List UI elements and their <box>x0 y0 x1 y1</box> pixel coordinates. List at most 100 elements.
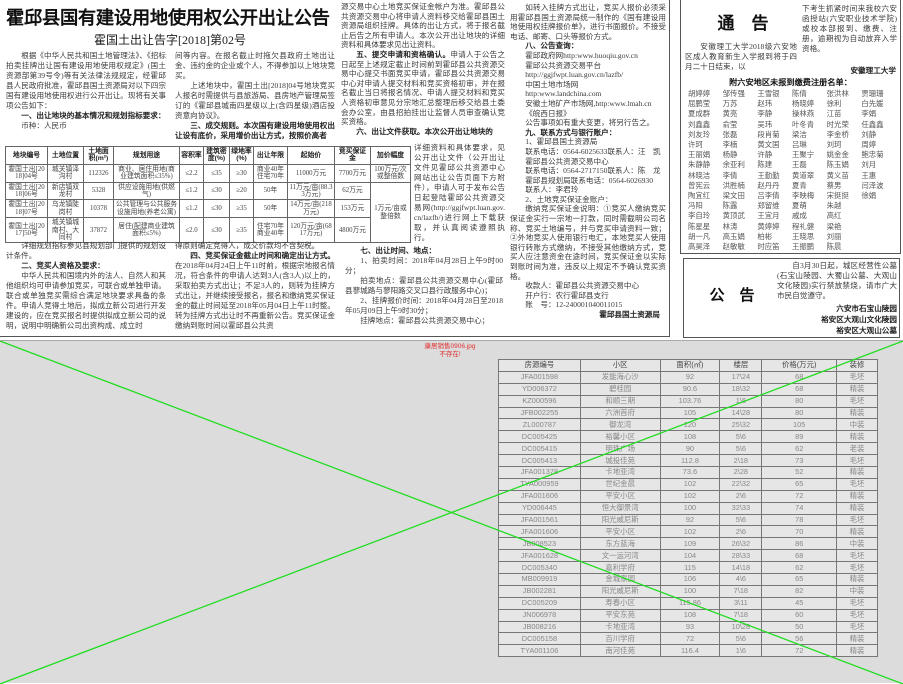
student-name: 黄义苗 <box>826 170 849 180</box>
table-cell: 50年 <box>253 199 288 219</box>
table-cell: 霍国土出[2018]04号 <box>5 163 48 183</box>
ad-col3-bottom: 七、出让时间、地点： 1、拍卖时间：2018年04月28日上午9时00分； 拍卖地点… <box>345 246 503 326</box>
student-name: 李自玲 <box>688 211 711 221</box>
cemetery-signature-2: 裕安区大观山文化陵园 <box>821 315 897 324</box>
student-name: 冯阳 <box>688 201 703 211</box>
enrollment-notice-body-left: 安徽理工大学2018级六安地区成人教育新生入学报到将于四月二十日结束，以 <box>685 42 797 72</box>
missing-image-filename: 康居销售0906.jpg <box>424 343 476 350</box>
ad-col2: 间等内容。在报名截止时拖欠县政府土地出让金、违约金的企业或个人，不得参加以上地块… <box>175 51 335 141</box>
table-row: MB009919 金城家园 106 4\6 65 精装 <box>498 573 878 586</box>
table-cell: 乌龙镇陡岗村 <box>47 199 84 219</box>
table-cell: JFA001378 <box>498 466 581 479</box>
paragraph: 1、霍邱县国土资源局 <box>525 137 598 147</box>
student-name: 高玉娟 <box>722 231 745 241</box>
section-heading: 三、成交规则。本次国有建设用地使用权出让设有底价，采用增价出让方式，按照价高者 <box>175 121 335 140</box>
section-heading: 九、联系方式与银行账户： <box>525 127 617 137</box>
student-name: 刘友玲 <box>688 129 711 139</box>
student-name: 李金桥 <box>826 129 849 139</box>
table-cell: 2\28 <box>719 466 763 479</box>
student-name: 操林燕 <box>792 109 815 119</box>
student-name: 黄顶武 <box>722 211 745 221</box>
student-name: 林涛 <box>722 221 738 231</box>
table-cell: 霍国土出[2018]07号 <box>5 199 48 219</box>
table-row: JFA001378 卡地亚湾 73.6 2\28 52 精装 <box>498 466 878 479</box>
paragraph: 挂牌地点：霍邱县公共资源交易中心； <box>360 316 490 325</box>
student-name: 万苏 <box>722 99 738 109</box>
table-cell: 居住(配建商业建筑面积≤5%) <box>113 217 180 244</box>
student-name: 余亚利 <box>722 160 745 170</box>
column-header: 绿地率(%) <box>229 146 254 165</box>
student-name: 王丽娟 <box>688 150 711 160</box>
student-name: 闫泽波 <box>861 180 884 190</box>
name-list-title: 附六安地区未报到缴费注册名单： <box>729 78 852 87</box>
ad-subtitle: 霍国土出让告字[2018]第02号 <box>94 33 246 47</box>
table-row: YD006372 碧桂园 90.6 18\32 68 精装 <box>498 382 878 396</box>
table-cell: 住宅70年 商业40年 <box>253 217 288 244</box>
student-name: 柏彬 <box>757 231 773 241</box>
table-cell: 11万元/亩(88.33万元) <box>287 181 335 201</box>
table-cell: 精装 <box>836 430 878 444</box>
section-heading: 一、出让地块的基本情况和规划指标要求： <box>21 111 166 120</box>
student-name: 任鑫鑫 <box>861 119 884 129</box>
table-cell: 37872 <box>83 217 114 244</box>
student-name: 赵丹丹 <box>757 180 780 190</box>
cemetery-signature-1: 六安市石宝山陵园 <box>836 304 897 313</box>
paragraph: 安徽土地矿产市场网,http:www.lmah.cn <box>525 98 652 108</box>
missing-image-notice: 康居销售0906.jpg 不存在! <box>405 343 495 359</box>
paragraph: 联系人：李君玲 <box>525 185 579 195</box>
column-header: 土地面积(m²) <box>83 146 114 165</box>
table-cell: 4800万元 <box>334 217 371 244</box>
enrollment-notice-signature: 安徽理工大学 <box>850 66 896 75</box>
student-name: 鲍忠菊 <box>861 150 884 160</box>
paragraph: 源交易中心土地竞买保证金帐户为准。霍邱县公共资源交易中心将申请人资料移交给霍邱县… <box>341 2 505 50</box>
table-row: JFA001598 发能海心沙 92 17\24 68 毛坯 <box>498 370 878 384</box>
ad-col3: 源交易中心土地竞买保证金帐户为准。霍邱县公共资源交易中心将申请人资料移交给霍邱县… <box>341 2 505 136</box>
column-header: 出让年限 <box>253 146 288 165</box>
ad-col1-bottom: 详细规划指标参见县规划部门提供的规划设计条件。 二、竞买人资格及要求： 中华人民共和… <box>6 241 166 331</box>
table-cell: DC005415 <box>498 442 581 456</box>
student-name: 时应笛 <box>757 242 780 252</box>
notice-text: 安徽理工大学2018级六安地区成人教育新生入学报到将于四月二十日结束，以 <box>685 42 797 71</box>
table-cell: 精装 <box>836 489 878 503</box>
column-header: 面积(㎡) <box>659 359 721 372</box>
enrollment-notice-body-right: 下考生抓紧时间来我校六安函授站(六安职业技术学院)或校本部报到、缴费、注册，逾期… <box>802 4 897 54</box>
cemetery-notice-title: 公 告 <box>709 287 755 304</box>
student-name: 陈晨 <box>826 242 842 252</box>
student-name: 俞莹 <box>722 119 738 129</box>
table-cell: 18\32 <box>719 382 763 396</box>
table-cell: 供应设施用地(供燃气) <box>113 181 180 201</box>
student-name: 高红 <box>826 211 842 221</box>
student-name: 陈建 <box>757 160 773 170</box>
student-name: 胡婷婷 <box>688 89 711 98</box>
table-cell: 精装 <box>836 466 878 479</box>
table-cell: 公共管理与公共服务设施用地(养老公寓) <box>113 199 180 219</box>
paragraph: http://ggjfwpt.luan.gov.cn/lazfb/ <box>525 70 624 80</box>
column-header: 起始价 <box>287 146 335 165</box>
table-cell: 毛坯 <box>836 454 878 468</box>
enrollment-notice-title: 通 告 <box>717 14 769 33</box>
table-cell: 城关镇泽沟村 <box>47 163 84 183</box>
table-cell: 南河佳苑 <box>579 644 661 658</box>
paragraph: 缴纳竞买保证金说明：①竞买人缴纳竞买保证金实行一宗地一打款，同时需截明公司名称、… <box>510 204 666 281</box>
student-name: 许珂 <box>688 140 703 150</box>
student-name: 杨静 <box>722 150 738 160</box>
student-name <box>861 242 896 252</box>
student-name: 贾珊珊 <box>861 89 884 98</box>
table-row: JN006978 平安东苑 108 7\18 60 毛坯 <box>498 608 878 622</box>
table-cell: KZ000596 <box>498 394 581 408</box>
paragraph: 2、土地竞买保证金账户： <box>525 194 613 204</box>
paragraph: 详细资料和具体要求，见公开出让文件（公开出让文件见霍邱公共资源中心网站出让公告页… <box>414 143 505 242</box>
paragraph: 得原则确定竞得人，成交价款均不含契税。 <box>175 241 320 250</box>
table-cell: 28\33 <box>719 549 763 563</box>
table-cell: 平安小区 <box>579 489 661 503</box>
table-cell: 105 <box>761 418 838 432</box>
paragraph: 如转入挂牌方式出让，竞买人报价必须采用霍邱县国土资源局统一制作的《国有建设用地使… <box>510 3 666 41</box>
student-name: 赵敏敏 <box>722 242 745 252</box>
table-row: DC005158 百川学府 72 5\6 56 精装 <box>498 632 878 646</box>
student-name <box>861 232 896 242</box>
column-header: 建筑密度(%) <box>203 146 230 165</box>
paragraph: 公告事项如有重大变更，将另行告之。 <box>525 118 655 128</box>
student-name: 洪胜楠 <box>722 180 745 190</box>
student-name: 王聚宁 <box>792 150 815 160</box>
student-name <box>861 201 896 211</box>
